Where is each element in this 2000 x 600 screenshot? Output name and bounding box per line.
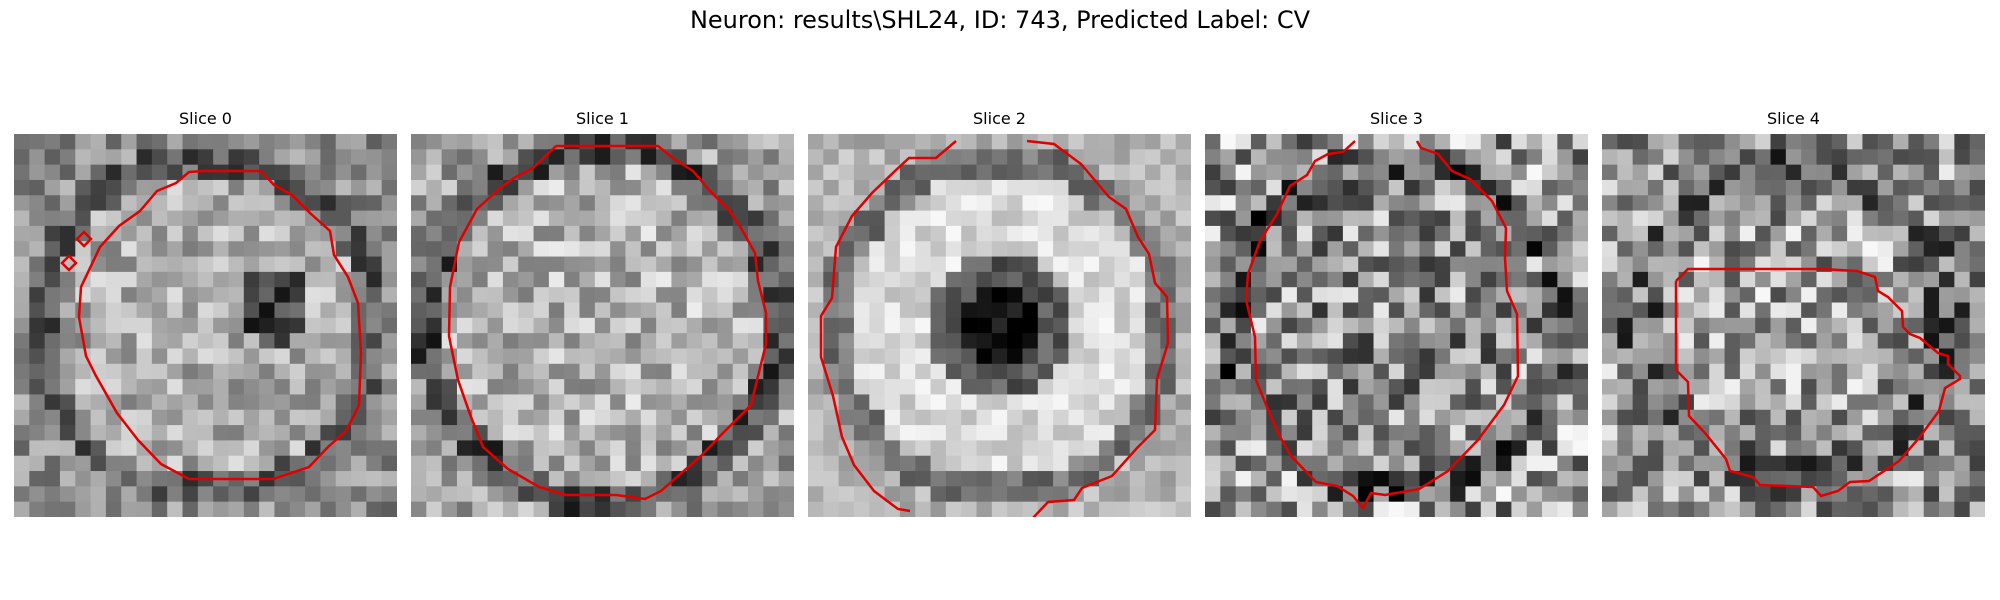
slice-title: Slice 3 <box>1370 109 1423 128</box>
slice-image <box>14 134 397 517</box>
roi-contour <box>447 144 768 501</box>
slice-image-pixels <box>14 134 397 517</box>
slice-image <box>808 134 1191 517</box>
slice-image-pixels <box>1205 134 1588 517</box>
slice-panel-3: Slice 3 <box>1205 108 1588 517</box>
roi-small-marker <box>60 254 78 272</box>
roi-contour <box>1674 267 1962 498</box>
roi-contour <box>1026 139 1170 517</box>
slice-image-pixels <box>411 134 794 517</box>
slice-image-pixels <box>1602 134 1985 517</box>
figure-title: Neuron: results\SHL24, ID: 743, Predicte… <box>689 6 1311 34</box>
slice-panel-0: Slice 0 <box>14 108 397 517</box>
slice-image <box>411 134 794 517</box>
roi-contour <box>1244 140 1520 511</box>
slice-title: Slice 1 <box>576 109 629 128</box>
slice-title: Slice 0 <box>179 109 232 128</box>
roi-small-marker <box>75 230 93 248</box>
roi-contour <box>77 169 363 481</box>
slice-panel-4: Slice 4 <box>1602 108 1985 517</box>
slice-title: Slice 4 <box>1767 109 1820 128</box>
slice-image-pixels <box>808 134 1191 517</box>
slice-title: Slice 2 <box>973 109 1026 128</box>
slice-image <box>1205 134 1588 517</box>
slice-panel-1: Slice 1 <box>411 108 794 517</box>
roi-contour <box>819 140 957 513</box>
slice-panel-2: Slice 2 <box>808 108 1191 517</box>
slice-image <box>1602 134 1985 517</box>
